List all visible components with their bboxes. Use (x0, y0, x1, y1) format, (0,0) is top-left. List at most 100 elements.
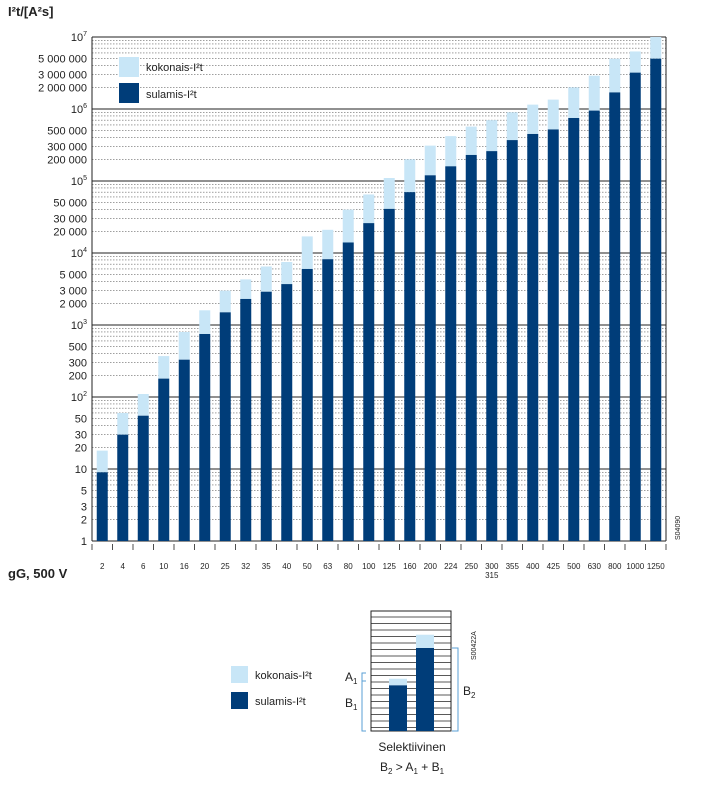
bar-total-800 (609, 58, 621, 93)
y-minor-tick-label: 30 (75, 430, 87, 442)
bars-layer (96, 37, 662, 542)
grid-layer (91, 36, 667, 542)
selectivity-grid (370, 610, 452, 732)
x-tick-label: 20 (200, 562, 209, 571)
bar-melting-16 (178, 359, 190, 541)
bar-melting-300 (486, 151, 498, 541)
y-major-tick-label: 102 (71, 391, 87, 404)
selectivity-bar-2-total (416, 634, 434, 648)
bar-melting-6 (137, 415, 149, 541)
selectivity-bar-1-melting (389, 685, 407, 731)
bar-total-355 (506, 112, 518, 141)
bar-melting-4 (117, 434, 129, 541)
y-major-tick-label: 103 (71, 319, 87, 332)
bar-melting-63 (322, 259, 334, 541)
bar-total-630 (588, 75, 600, 111)
bar-melting-50 (301, 268, 313, 541)
sel-legend-label-melting: sulamis-I²t (255, 696, 306, 708)
selectivity-bar-2-melting (416, 648, 434, 731)
bar-melting-1000 (629, 72, 641, 541)
bar-total-400 (527, 104, 539, 134)
bar-total-25 (219, 290, 231, 313)
y-major-tick-label: 1 (81, 536, 87, 548)
x-tick-label: 800 (608, 562, 622, 571)
bar-melting-160 (404, 192, 416, 541)
selectivity-frame (370, 610, 452, 732)
x-tick-label: 200 (424, 562, 438, 571)
y-minor-tick-label: 2 000 (59, 298, 87, 310)
bar-total-224 (445, 136, 457, 167)
bracket-a1 (361, 672, 366, 682)
y-minor-tick-label: 500 (69, 342, 87, 354)
bar-melting-125 (383, 208, 395, 541)
bar-total-40 (281, 261, 293, 285)
x-tick-label: 10 (159, 562, 168, 571)
x-tick-label: 50 (303, 562, 312, 571)
bar-total-4 (117, 412, 129, 435)
x-tick-label: 1250 (647, 562, 665, 571)
y-minor-tick-label: 30 000 (53, 214, 87, 226)
y-major-tick-label: 107 (71, 31, 87, 44)
bar-total-32 (240, 279, 252, 299)
y-major-tick-label: 104 (71, 247, 87, 260)
bar-melting-425 (547, 129, 559, 541)
y-axis-label: I²t/[A²s] (8, 4, 54, 19)
bracket-b2 (452, 647, 459, 732)
y-minor-tick-label: 20 000 (53, 226, 87, 238)
y-minor-tick-label: 3 000 000 (38, 70, 87, 82)
x-tick-label: 100 (362, 562, 376, 571)
bar-total-250 (465, 126, 477, 155)
x-tick-labels: 2 4 6 10 16 20 25 32 35 40 50 63 80 100 125 160 200 224 25… (91, 544, 667, 580)
y-minor-tick-label: 5 (81, 486, 87, 498)
chart-code: S04090 (675, 516, 682, 540)
selectivity-formula: B2 > A1 + B1 (380, 760, 445, 776)
selectivity-diagram: A1 B1 B2 S00422A kokonais-I²t sulamis-I²… (231, 610, 478, 776)
y-major-tick-label: 105 (71, 175, 87, 188)
bar-total-35 (260, 266, 272, 292)
y-minor-tick-label: 2 (81, 514, 87, 526)
bar-melting-25 (219, 312, 231, 541)
bar-melting-500 (568, 117, 580, 541)
y-minor-tick-label: 50 000 (53, 198, 87, 210)
x-tick-label: 32 (241, 562, 250, 571)
y-minor-tick-label: 300 000 (47, 142, 87, 154)
x-tick-label: 16 (180, 562, 189, 571)
bar-melting-250 (465, 154, 477, 541)
x-tick-label-extra: 315 (485, 571, 499, 580)
y-minor-tick-label: 200 000 (47, 154, 87, 166)
bar-melting-10 (158, 378, 170, 541)
x-tick-label: 25 (221, 562, 230, 571)
y-minor-tick-label: 50 (75, 414, 87, 426)
x-tick-label: 80 (344, 562, 353, 571)
y-minor-tick-label: 5 000 (59, 270, 87, 282)
x-tick-label: 224 (444, 562, 458, 571)
bar-melting-2 (96, 472, 108, 541)
sel-legend-label-total: kokonais-I²t (255, 670, 312, 682)
bar-total-16 (178, 331, 190, 360)
x-tick-label: 300 (485, 562, 499, 571)
bar-melting-800 (609, 92, 621, 541)
main-legend: kokonais-I²t sulamis-I²t (119, 57, 203, 103)
bar-total-500 (568, 87, 580, 118)
x-tick-label: 2 (100, 562, 105, 571)
legend-label-total: kokonais-I²t (146, 62, 203, 74)
bar-total-200 (424, 145, 436, 176)
bar-total-1000 (629, 51, 641, 73)
selectivity-title: Selektiivinen (378, 740, 445, 754)
annotation-a1: A1 (345, 670, 358, 686)
y-minor-tick-label: 500 000 (47, 126, 87, 138)
y-minor-tick-label: 20 (75, 442, 87, 454)
bar-total-300 (486, 120, 498, 152)
main-chart: 1101021031041051061072352030502003005002… (8, 4, 682, 581)
x-tick-label: 355 (506, 562, 520, 571)
bar-total-20 (199, 310, 211, 334)
x-tick-label: 160 (403, 562, 417, 571)
bar-total-50 (301, 236, 313, 269)
bar-total-425 (547, 99, 559, 130)
x-tick-label: 40 (282, 562, 291, 571)
y-minor-tick-label: 2 000 000 (38, 82, 87, 94)
x-tick-label: 125 (383, 562, 397, 571)
x-tick-label: 425 (547, 562, 561, 571)
bar-total-80 (342, 209, 354, 243)
